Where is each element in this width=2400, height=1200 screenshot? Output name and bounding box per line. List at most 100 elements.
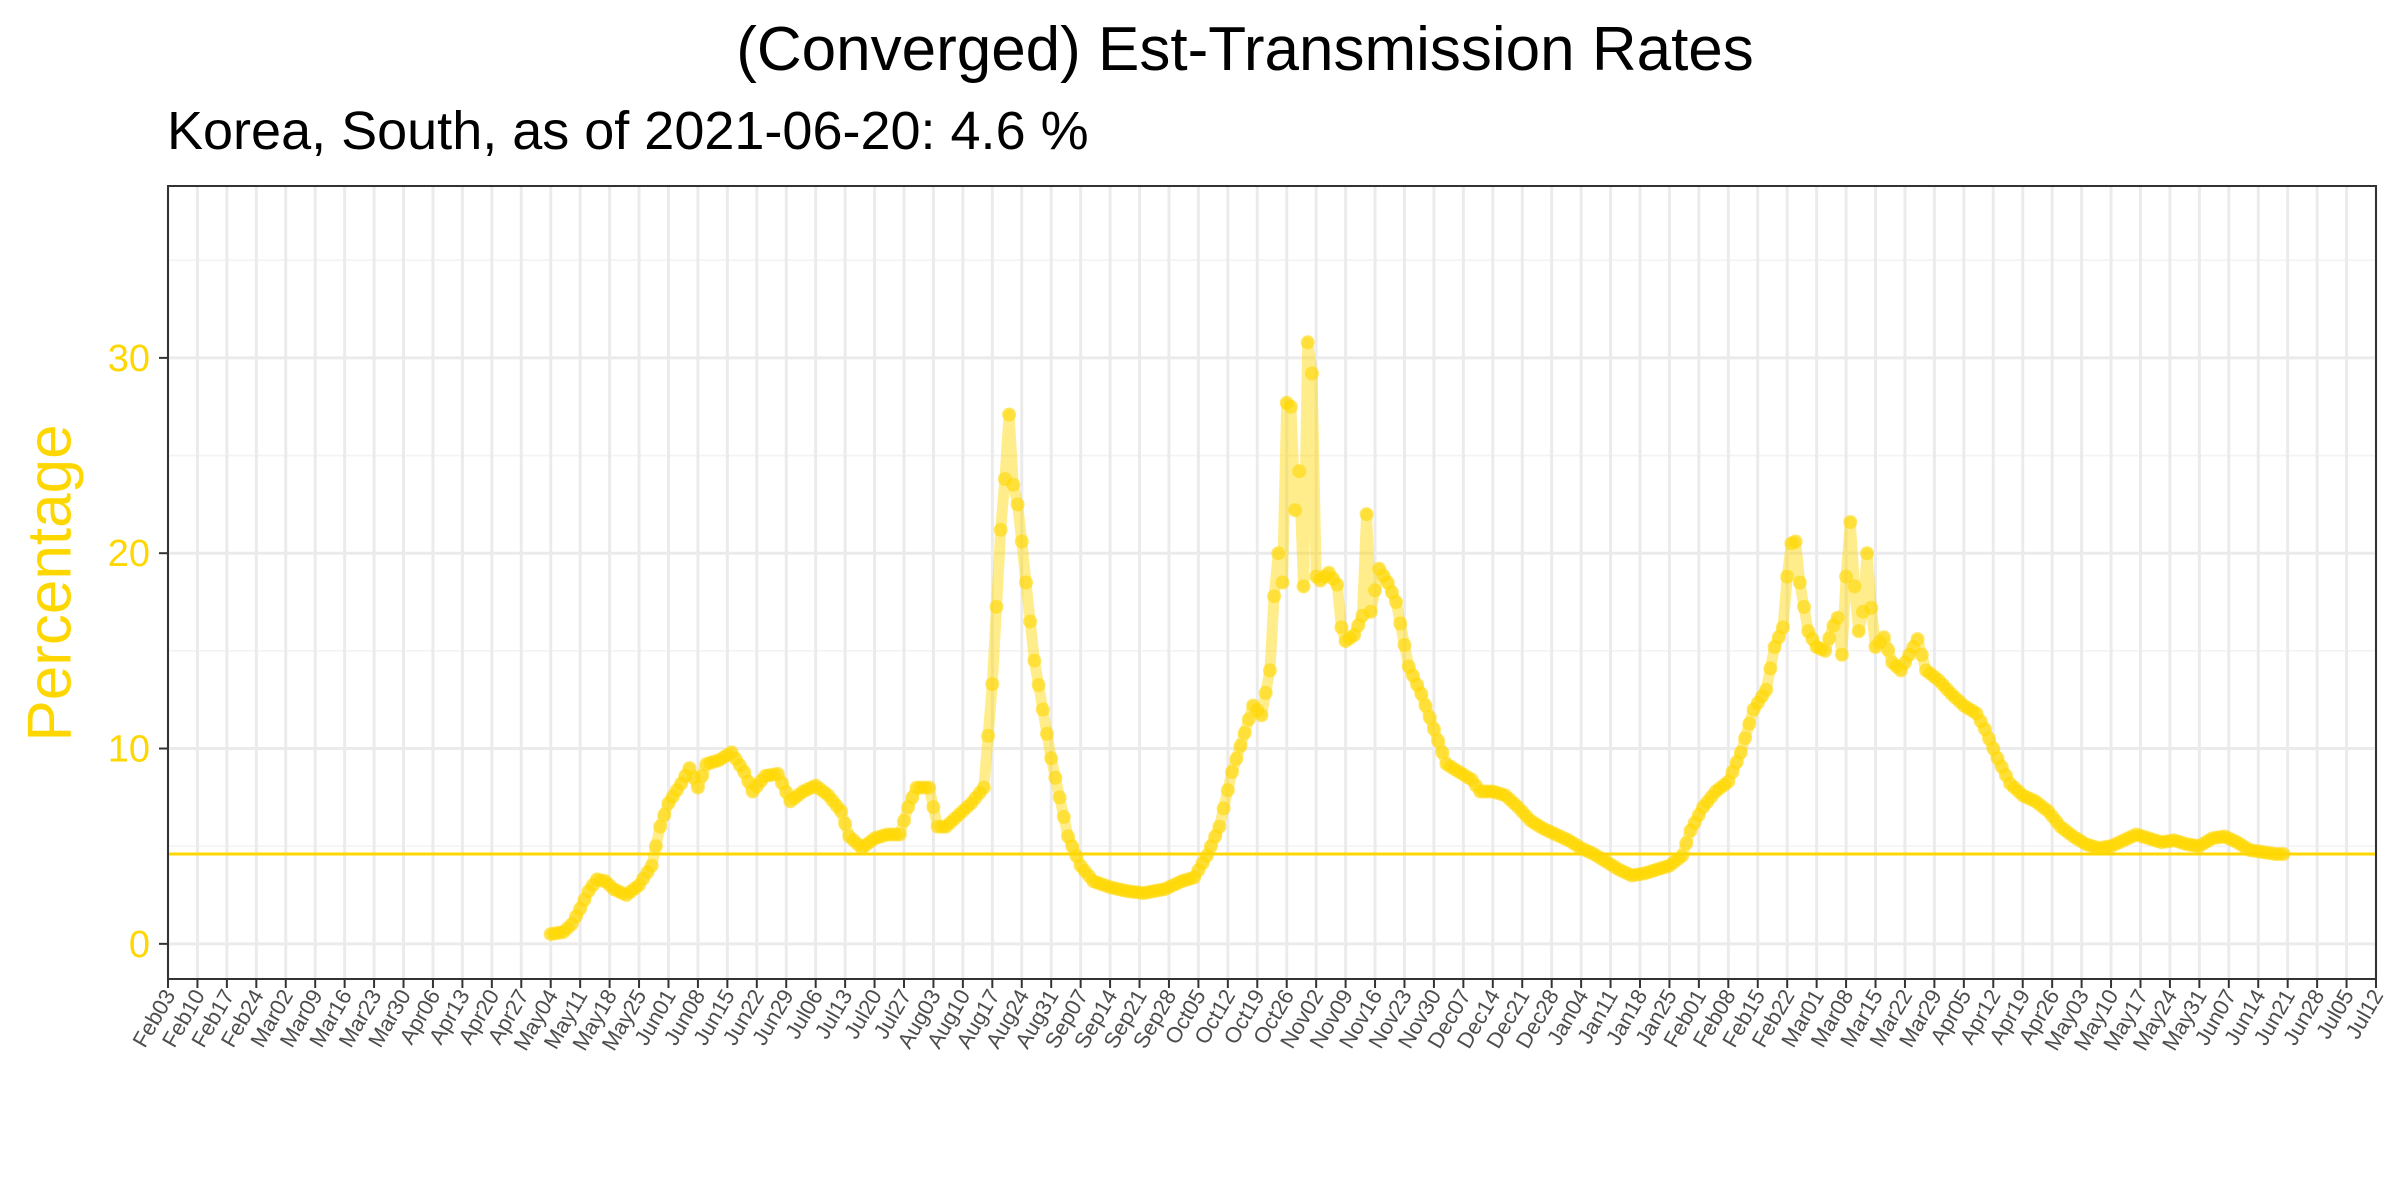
data-point (1006, 477, 1021, 492)
data-point (1283, 399, 1298, 414)
plot-border (167, 185, 2377, 980)
data-point (1822, 631, 1837, 646)
data-point (1019, 575, 1033, 590)
data-point (1052, 790, 1067, 805)
data-point (653, 819, 668, 834)
data-point (1834, 647, 1849, 662)
data-point (989, 599, 1004, 614)
chart-title: (Converged) Est-Transmission Rates (736, 15, 1754, 84)
data-point (1393, 616, 1408, 631)
data-point (1014, 534, 1029, 549)
data-point (1229, 751, 1244, 766)
data-point (1843, 515, 1858, 529)
data-point (1860, 546, 1875, 561)
data-point (922, 780, 937, 795)
data-point (1742, 716, 1757, 731)
y-tick-label: 10 (108, 729, 150, 771)
data-point (1788, 534, 1803, 549)
data-point (1397, 638, 1412, 652)
data-point (1389, 595, 1404, 609)
y-tick-label: 20 (108, 533, 150, 575)
data-point (1435, 745, 1450, 760)
data-point (1044, 751, 1059, 766)
data-point (926, 800, 941, 815)
data-point (1330, 577, 1345, 592)
y-tick-label: 30 (108, 338, 150, 380)
data-point (1414, 686, 1429, 701)
data-point (1233, 738, 1248, 753)
data-point (1305, 366, 1319, 381)
data-point (833, 804, 848, 818)
data-point (1216, 801, 1231, 816)
data-point (1851, 624, 1866, 639)
chart-subtitle: Korea, South, as of 2021-06-20: 4.6 % (167, 101, 1089, 161)
minor-grid-y (168, 259, 2376, 847)
data-point (1780, 569, 1795, 584)
data-point (1738, 731, 1753, 746)
data-point (1300, 335, 1315, 350)
data-point (1881, 642, 1896, 657)
data-point (1023, 614, 1038, 629)
data-point (644, 858, 659, 873)
data-point (695, 768, 710, 783)
data-point (985, 677, 1000, 692)
data-point (1267, 589, 1282, 604)
data-point (1431, 733, 1446, 748)
data-point (1258, 685, 1273, 700)
data-point (1035, 702, 1050, 717)
data-point (1675, 848, 1690, 863)
data-point (1830, 610, 1845, 625)
data-point (1212, 819, 1227, 834)
data-point (1839, 569, 1854, 584)
data-point (1776, 620, 1790, 635)
data-point (1010, 497, 1025, 512)
data-point (1864, 600, 1879, 615)
data-point (1759, 682, 1774, 697)
data-point (648, 839, 663, 854)
data-point (1288, 503, 1303, 518)
data-point (993, 522, 1008, 537)
data-point (981, 728, 996, 743)
data-point (1792, 575, 1807, 590)
data-point (1225, 765, 1239, 779)
data-point (1040, 726, 1054, 741)
data-point (1002, 407, 1017, 422)
data-point (1292, 464, 1307, 479)
data-point (1220, 783, 1235, 798)
data-point (1031, 678, 1046, 692)
data-point (1763, 661, 1778, 676)
data-point (1914, 647, 1929, 662)
data-point (1818, 643, 1833, 658)
series-transmission-rate (543, 335, 2291, 942)
x-axis-ticks: Feb03Feb10Feb17Feb24Mar02Mar09Mar16Mar23… (127, 979, 2388, 1055)
data-point (657, 807, 672, 822)
data-point (1876, 630, 1891, 645)
data-point (1262, 663, 1277, 678)
data-point (976, 780, 991, 795)
data-point (1910, 632, 1925, 647)
data-point (897, 813, 911, 828)
data-point (1797, 599, 1811, 614)
data-point (1056, 809, 1071, 824)
data-point (1296, 579, 1311, 594)
data-point (1359, 507, 1374, 522)
data-point (1275, 575, 1290, 590)
data-point (1048, 770, 1063, 785)
data-point (1334, 620, 1349, 635)
data-point (1363, 604, 1378, 619)
data-point (892, 827, 907, 842)
data-point (1679, 836, 1694, 851)
data-point (1426, 722, 1441, 736)
data-point (1847, 579, 1862, 594)
data-point (1254, 708, 1269, 723)
data-point (1422, 710, 1437, 725)
data-point (1237, 725, 1252, 740)
data-point (1271, 546, 1286, 561)
y-axis-ticks: 0 10 20 30 (108, 338, 168, 966)
data-point (1368, 583, 1382, 598)
data-point (1418, 698, 1433, 713)
data-point (1027, 653, 1042, 668)
data-point (1241, 712, 1256, 727)
data-point (838, 816, 853, 831)
